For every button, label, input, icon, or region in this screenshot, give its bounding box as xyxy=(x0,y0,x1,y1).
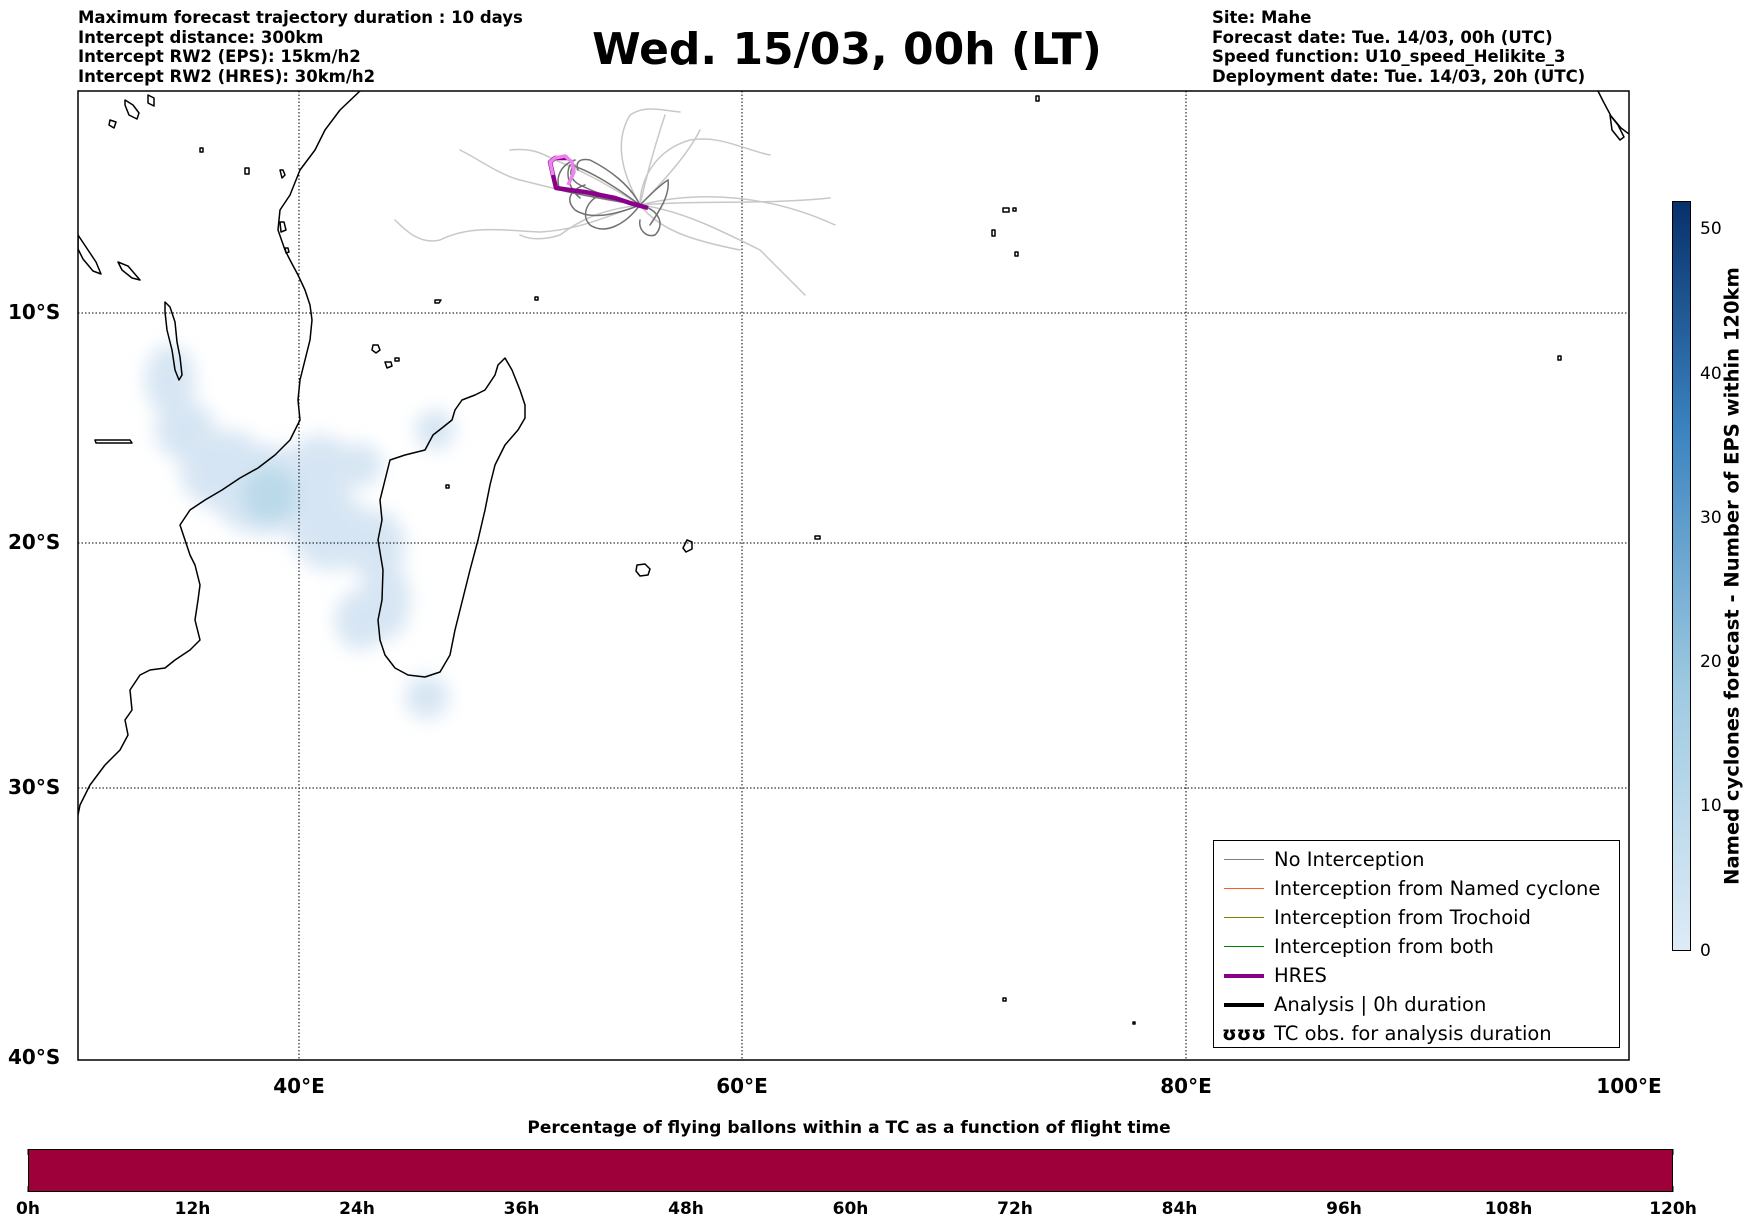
lat-label-20s: 20°S xyxy=(8,530,61,554)
flight-time-label: 36h xyxy=(503,1199,540,1219)
flight-time-label: 24h xyxy=(339,1199,375,1219)
colorbar-label: Named cyclones forecast - Number of EPS … xyxy=(1720,267,1744,885)
flight-time-label: 48h xyxy=(668,1199,704,1219)
map-legend: No Interception Interception from Named … xyxy=(1213,840,1620,1048)
site-info: Site: Mahe Forecast date: Tue. 14/03, 00… xyxy=(1212,8,1585,86)
tc-symbol-icon: ʊʊʊ xyxy=(1221,1022,1267,1045)
legend-item-both: Interception from both xyxy=(1214,932,1619,961)
flight-time-colorbar xyxy=(28,1149,1673,1192)
lon-label-80e: 80°E xyxy=(1160,1074,1212,1098)
flight-time-label: 12h xyxy=(174,1199,211,1219)
colorbar-tick-30: 30 xyxy=(1700,508,1722,528)
lon-label-40e: 40°E xyxy=(273,1074,325,1098)
colorbar-tick-40: 40 xyxy=(1700,364,1722,384)
site-text: Site: Mahe xyxy=(1212,8,1312,27)
map-title: Wed. 15/03, 00h (LT) xyxy=(592,24,1102,75)
lon-label-60e: 60°E xyxy=(716,1074,768,1098)
legend-item-hres: HRES xyxy=(1214,961,1619,990)
speed-function-text: Speed function: U10_speed_Helikite_3 xyxy=(1212,47,1566,66)
forecast-date-text: Forecast date: Tue. 14/03, 00h (UTC) xyxy=(1212,27,1553,47)
flight-time-label: 108h xyxy=(1484,1199,1533,1219)
flight-time-label: 72h xyxy=(997,1199,1033,1219)
flight-time-label: 84h xyxy=(1161,1199,1198,1219)
map-frame xyxy=(77,90,1630,1061)
hres-trajectory-highlight xyxy=(548,154,576,186)
lon-label-100e: 100°E xyxy=(1596,1074,1662,1098)
trajectory-duration-text: Maximum forecast trajectory duration : 1… xyxy=(78,8,523,27)
legend-item-named-cyclone: Interception from Named cyclone xyxy=(1214,874,1619,903)
colorbar-tick-50: 50 xyxy=(1700,219,1722,239)
colorbar-tick-0: 0 xyxy=(1700,941,1711,961)
flight-time-label: 120h xyxy=(1649,1199,1697,1219)
lat-label-10s: 10°S xyxy=(8,300,61,324)
intercept-hres-text: Intercept RW2 (HRES): 30km/h2 xyxy=(78,66,376,86)
legend-item-analysis: Analysis | 0h duration xyxy=(1214,990,1619,1019)
intercept-eps-text: Intercept RW2 (EPS): 15km/h2 xyxy=(78,47,361,66)
legend-item-tc-obs: ʊʊʊ TC obs. for analysis duration xyxy=(1214,1019,1619,1048)
coastlines xyxy=(78,91,1629,1025)
legend-item-no-interception: No Interception xyxy=(1214,845,1619,874)
cyclone-density-field xyxy=(145,345,455,719)
bottom-colorbar-title: Percentage of flying ballons within a TC… xyxy=(527,1118,1171,1138)
forecast-parameters: Maximum forecast trajectory duration : 1… xyxy=(78,8,523,86)
legend-item-trochoid: Interception from Trochoid xyxy=(1214,903,1619,932)
cyclone-colorbar xyxy=(1672,201,1691,951)
colorbar-tick-20: 20 xyxy=(1700,652,1722,672)
flight-time-label: 96h xyxy=(1326,1199,1362,1219)
colorbar-tick-10: 10 xyxy=(1700,796,1722,816)
eps-trajectories xyxy=(394,108,836,296)
map-gridlines xyxy=(78,91,1629,1060)
lat-label-40s: 40°S xyxy=(8,1045,61,1069)
flight-time-label: 0h xyxy=(16,1199,40,1219)
flight-time-label: 60h xyxy=(832,1199,869,1219)
lat-label-30s: 30°S xyxy=(8,775,61,799)
deployment-date-text: Deployment date: Tue. 14/03, 20h (UTC) xyxy=(1212,66,1586,86)
intercept-distance-text: Intercept distance: 300km xyxy=(78,27,324,47)
